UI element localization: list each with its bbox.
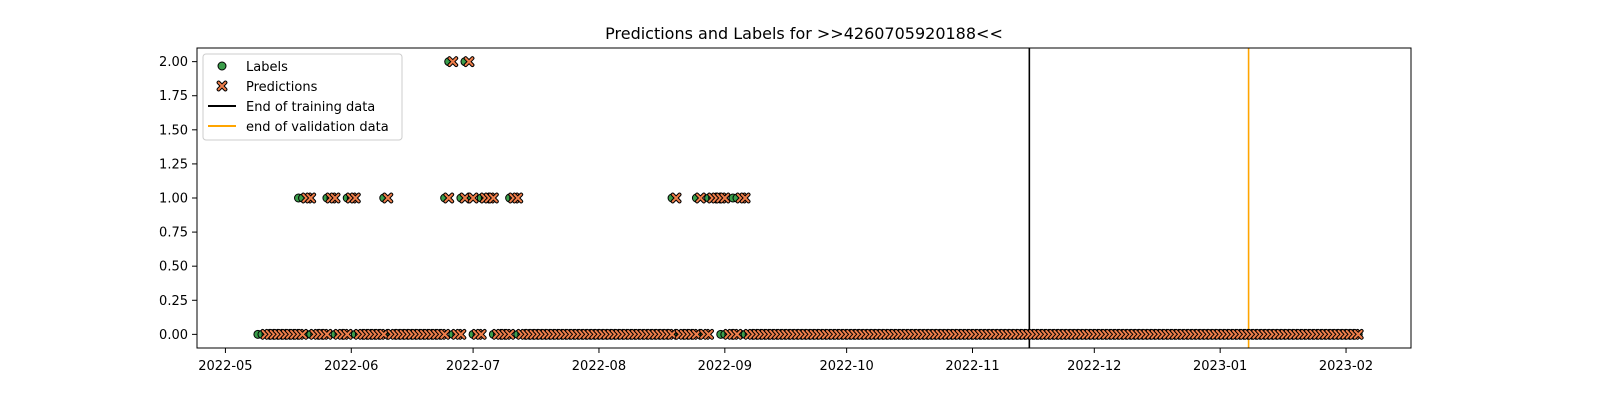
prediction-point: [666, 328, 678, 340]
prediction-point: [439, 328, 451, 340]
x-tick-label: 2022-12: [1067, 359, 1121, 374]
prediction-point-fill: [692, 329, 701, 339]
prediction-point: [475, 328, 487, 340]
prediction-point: [739, 192, 751, 204]
legend-box: [202, 53, 403, 141]
prediction-point-fill: [383, 193, 393, 203]
legend-label: End of training data: [246, 100, 375, 115]
prediction-point: [382, 192, 394, 204]
prediction-point: [378, 328, 390, 340]
y-tick-label: 1.00: [159, 192, 188, 207]
prediction-point-fill: [488, 193, 498, 203]
y-tick-label: 1.50: [159, 123, 188, 138]
y-tick-label: 0.25: [159, 294, 188, 309]
prediction-point-fill: [456, 329, 466, 339]
prediction-point-fill: [740, 193, 750, 203]
prediction-point: [443, 192, 455, 204]
prediction-point-fill: [476, 329, 486, 339]
prediction-point-fill: [350, 193, 360, 203]
x-tick-label: 2022-11: [945, 359, 999, 374]
prediction-point: [1352, 328, 1364, 340]
prediction-point-fill: [444, 193, 454, 203]
prediction-point: [731, 328, 743, 340]
prediction-point: [691, 328, 702, 340]
prediction-point: [341, 328, 353, 340]
prediction-point-fill: [505, 329, 515, 339]
legend-label: Labels: [246, 60, 288, 75]
prediction-point: [719, 192, 731, 204]
legend-predictions-marker: [216, 80, 228, 92]
prediction-point-fill: [342, 329, 352, 339]
prediction-point-fill: [322, 329, 332, 339]
chart-title: Predictions and Labels for >>42607059201…: [605, 24, 1003, 43]
legend-labels-marker: [217, 61, 227, 71]
prediction-point: [321, 328, 333, 340]
x-tick-label: 2023-02: [1319, 359, 1373, 374]
prediction-point-fill: [440, 329, 450, 339]
x-tick-label: 2023-01: [1193, 359, 1247, 374]
x-tick-label: 2022-10: [819, 359, 873, 374]
prediction-point-fill: [330, 193, 340, 203]
prediction-point-fill: [720, 193, 730, 203]
legend: Labels Predictions End of training data end…: [202, 53, 403, 141]
prediction-point-fill: [464, 57, 474, 67]
prediction-point-fill: [513, 193, 523, 203]
legend-label: Predictions: [246, 80, 318, 95]
prediction-point-fill: [379, 329, 389, 339]
prediction-point-fill: [298, 329, 307, 339]
x-tick-label: 2022-06: [324, 359, 378, 374]
prediction-point-fill: [704, 329, 713, 339]
prediction-point: [467, 192, 479, 204]
prediction-point: [670, 192, 682, 204]
y-tick-label: 0.50: [159, 260, 188, 275]
prediction-point: [695, 192, 706, 204]
predictions-series: [260, 56, 1364, 340]
prediction-point: [459, 192, 471, 204]
prediction-point-fill: [696, 193, 705, 203]
prediction-point-fill: [1353, 329, 1363, 339]
y-tick-label: 0.75: [159, 226, 188, 241]
prediction-point: [297, 328, 308, 340]
prediction-point-fill: [732, 329, 742, 339]
prediction-point-fill: [306, 193, 316, 203]
prediction-point-fill: [468, 193, 478, 203]
plot-area: [253, 48, 1364, 348]
y-tick-label: 1.75: [159, 89, 188, 104]
x-tick-label: 2022-09: [698, 359, 752, 374]
y-tick-label: 2.00: [159, 55, 188, 70]
prediction-point: [703, 328, 714, 340]
x-tick-label: 2022-08: [572, 359, 626, 374]
prediction-point: [463, 56, 475, 68]
prediction-point: [447, 56, 459, 68]
x-tick-label: 2022-07: [446, 359, 500, 374]
legend-label: end of validation data: [246, 120, 389, 135]
prediction-point-fill: [667, 329, 677, 339]
prediction-point-fill: [448, 57, 458, 67]
prediction-point: [512, 192, 524, 204]
axes: 0.00 0.25 0.50 0.75 1.00 1.25 1.50 1.75 2.00 2022…: [159, 55, 1373, 374]
prediction-point: [487, 192, 499, 204]
prediction-point: [504, 328, 516, 340]
prediction-point: [305, 192, 317, 204]
legend-predictions-marker-fill: [217, 81, 227, 91]
prediction-point: [329, 192, 341, 204]
y-tick-label: 1.25: [159, 157, 188, 172]
x-tick-label: 2022-05: [198, 359, 252, 374]
prediction-point: [349, 192, 361, 204]
prediction-point-fill: [671, 193, 681, 203]
prediction-point: [455, 328, 467, 340]
y-tick-label: 0.00: [159, 328, 188, 343]
prediction-point-fill: [460, 193, 470, 203]
